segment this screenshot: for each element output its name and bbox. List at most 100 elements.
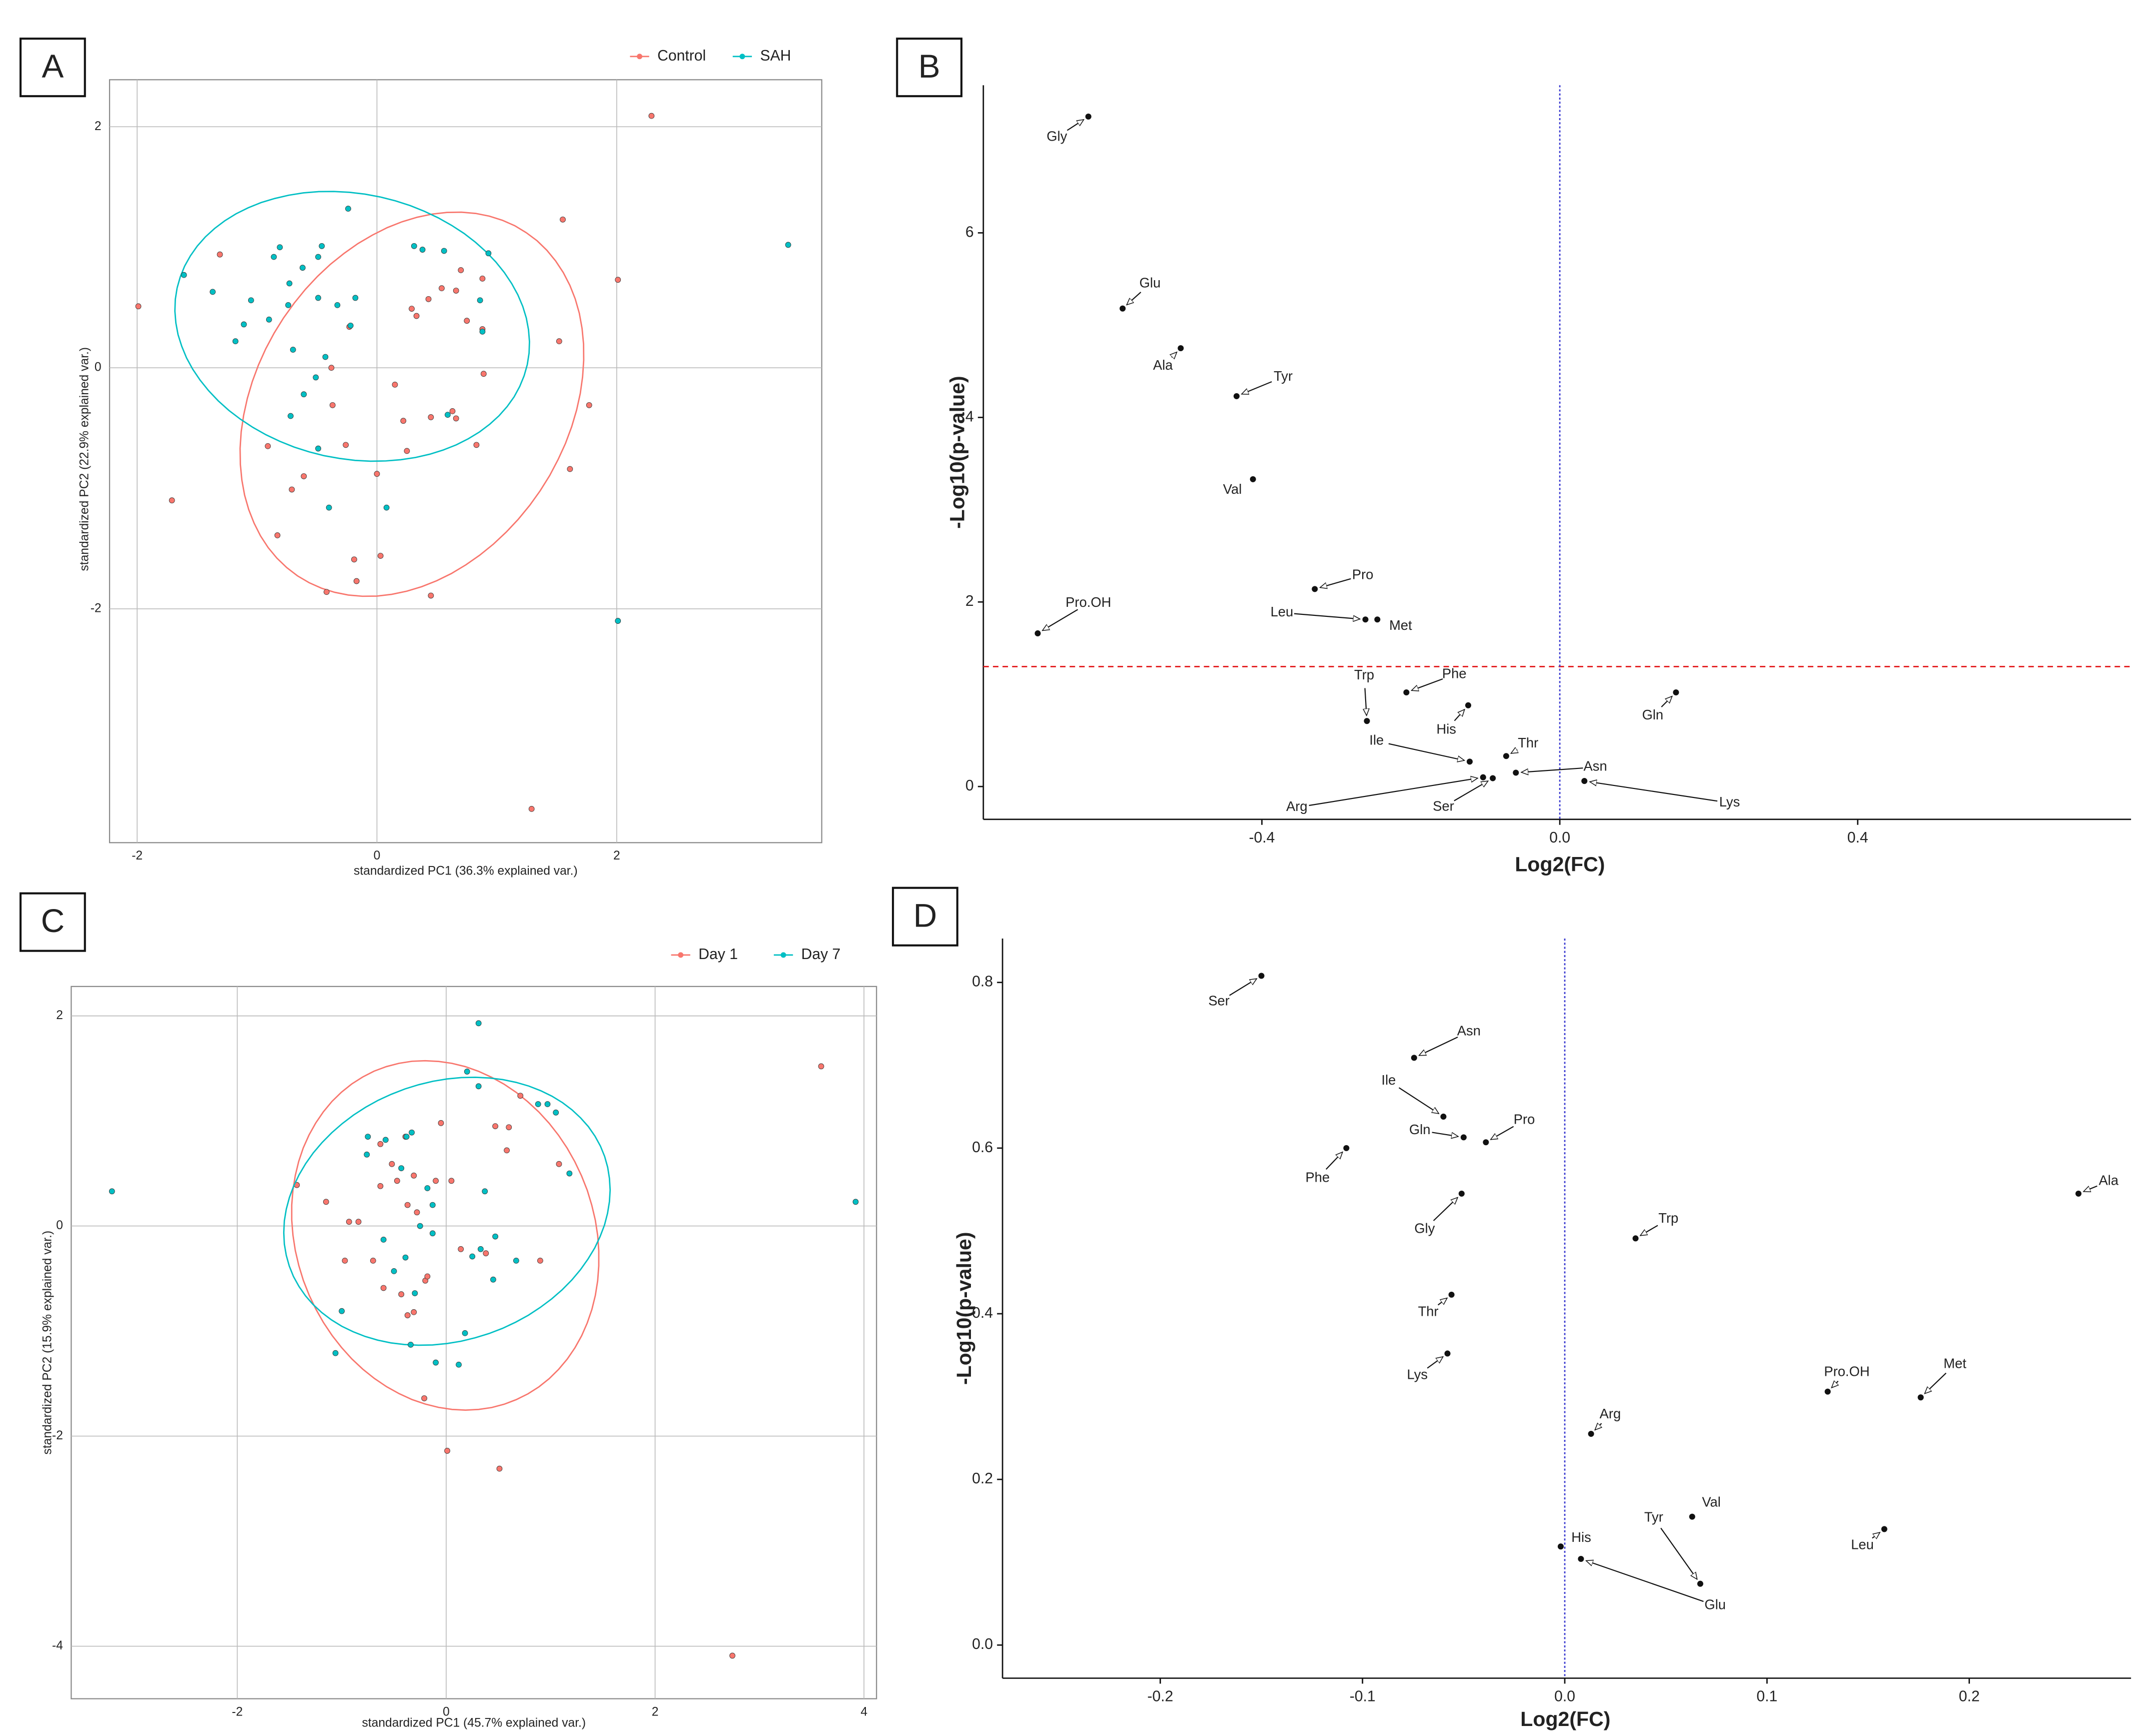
label-arrow (1595, 1423, 1601, 1430)
point (453, 415, 459, 422)
x-tick-label: 0.0 (1549, 829, 1570, 846)
point (528, 806, 535, 812)
point (380, 1236, 387, 1243)
point (556, 338, 562, 345)
label-arrow (1521, 767, 1583, 772)
x-tick-label: 0 (374, 849, 381, 862)
legend-label: Control (657, 48, 706, 64)
point (482, 1188, 488, 1195)
point-label: Pro.OH (1065, 594, 1111, 610)
point (1490, 775, 1496, 781)
point (328, 365, 335, 371)
point-label: Arg (1286, 798, 1308, 814)
x-tick-label: -2 (232, 1705, 243, 1718)
point (382, 1137, 389, 1143)
point (1250, 476, 1256, 482)
point (1460, 1134, 1467, 1141)
point (289, 486, 295, 493)
point (464, 1069, 470, 1075)
label-arrow (1042, 609, 1079, 630)
point (345, 206, 351, 212)
point (1673, 689, 1679, 696)
point (1917, 1394, 1924, 1401)
point (290, 347, 296, 353)
point (483, 1250, 489, 1257)
point (332, 1350, 339, 1356)
point (334, 302, 341, 308)
point-label: Trp (1354, 667, 1374, 682)
label-arrow (1872, 1532, 1880, 1538)
point-label: Phe (1442, 666, 1467, 681)
label-arrow (1660, 1527, 1697, 1579)
x-tick-label: 0.0 (1554, 1688, 1575, 1705)
label-arrow (1419, 1036, 1458, 1056)
point (433, 1359, 439, 1366)
point-label: Asn (1457, 1023, 1481, 1039)
point (1689, 1513, 1695, 1520)
label-arrow (1433, 1198, 1458, 1221)
point (1632, 1235, 1639, 1242)
point (566, 1170, 573, 1177)
point (517, 1093, 524, 1099)
point (615, 618, 621, 624)
point (339, 1308, 345, 1314)
point (852, 1199, 859, 1205)
point (277, 244, 283, 251)
panel-label: B (918, 48, 940, 85)
point-label: Gly (1046, 128, 1067, 144)
point (1444, 1350, 1451, 1357)
point (464, 318, 470, 324)
point-label: Val (1702, 1494, 1721, 1509)
point (477, 297, 483, 304)
y-axis-title: -Log10(p-value) (952, 1232, 975, 1385)
point (1343, 1145, 1350, 1151)
label-arrow (1320, 578, 1351, 588)
point (301, 391, 307, 398)
point (490, 1276, 496, 1283)
point (1581, 778, 1588, 784)
plot-border (109, 79, 822, 843)
point (477, 1246, 484, 1252)
point (479, 328, 486, 335)
label-arrow (1661, 696, 1672, 707)
point (352, 295, 359, 301)
point (1085, 114, 1092, 120)
y-tick-label: 0.4 (972, 1305, 993, 1321)
point (398, 1165, 405, 1171)
label-arrow (1640, 1225, 1658, 1235)
point (323, 1199, 329, 1205)
label-arrow (1454, 709, 1465, 721)
point-label: Pro.OH (1824, 1364, 1869, 1379)
point (444, 1448, 450, 1454)
point (424, 1273, 431, 1280)
point (383, 504, 390, 511)
point (353, 578, 360, 584)
x-axis-title: Log2(FC) (1515, 853, 1605, 876)
y-axis-title: standardized PC2 (15.9% explained var.) (41, 1231, 54, 1455)
point (429, 1202, 436, 1208)
y-tick-label: 2 (56, 1009, 63, 1022)
confidence-ellipse (174, 191, 530, 462)
x-axis-title: standardized PC1 (45.7% explained var.) (362, 1716, 586, 1729)
panel-label-box (892, 887, 958, 947)
label-arrow (1294, 613, 1360, 619)
point (492, 1123, 498, 1129)
legend-label: Day 7 (801, 946, 841, 963)
point (404, 1312, 411, 1318)
point (288, 413, 294, 419)
point (1312, 586, 1318, 592)
point (479, 275, 486, 282)
point (469, 1253, 476, 1260)
point (351, 556, 357, 563)
point (377, 1183, 384, 1189)
y-tick-label: 4 (965, 408, 974, 425)
point (404, 1202, 411, 1208)
point (496, 1465, 503, 1472)
point-label: Gln (1409, 1122, 1431, 1137)
point (458, 267, 464, 273)
x-tick-label: -0.4 (1249, 829, 1275, 846)
label-arrow (1438, 1298, 1447, 1306)
point (271, 254, 277, 260)
x-axis-title: standardized PC1 (36.3% explained var.) (354, 864, 578, 878)
point (449, 408, 456, 414)
